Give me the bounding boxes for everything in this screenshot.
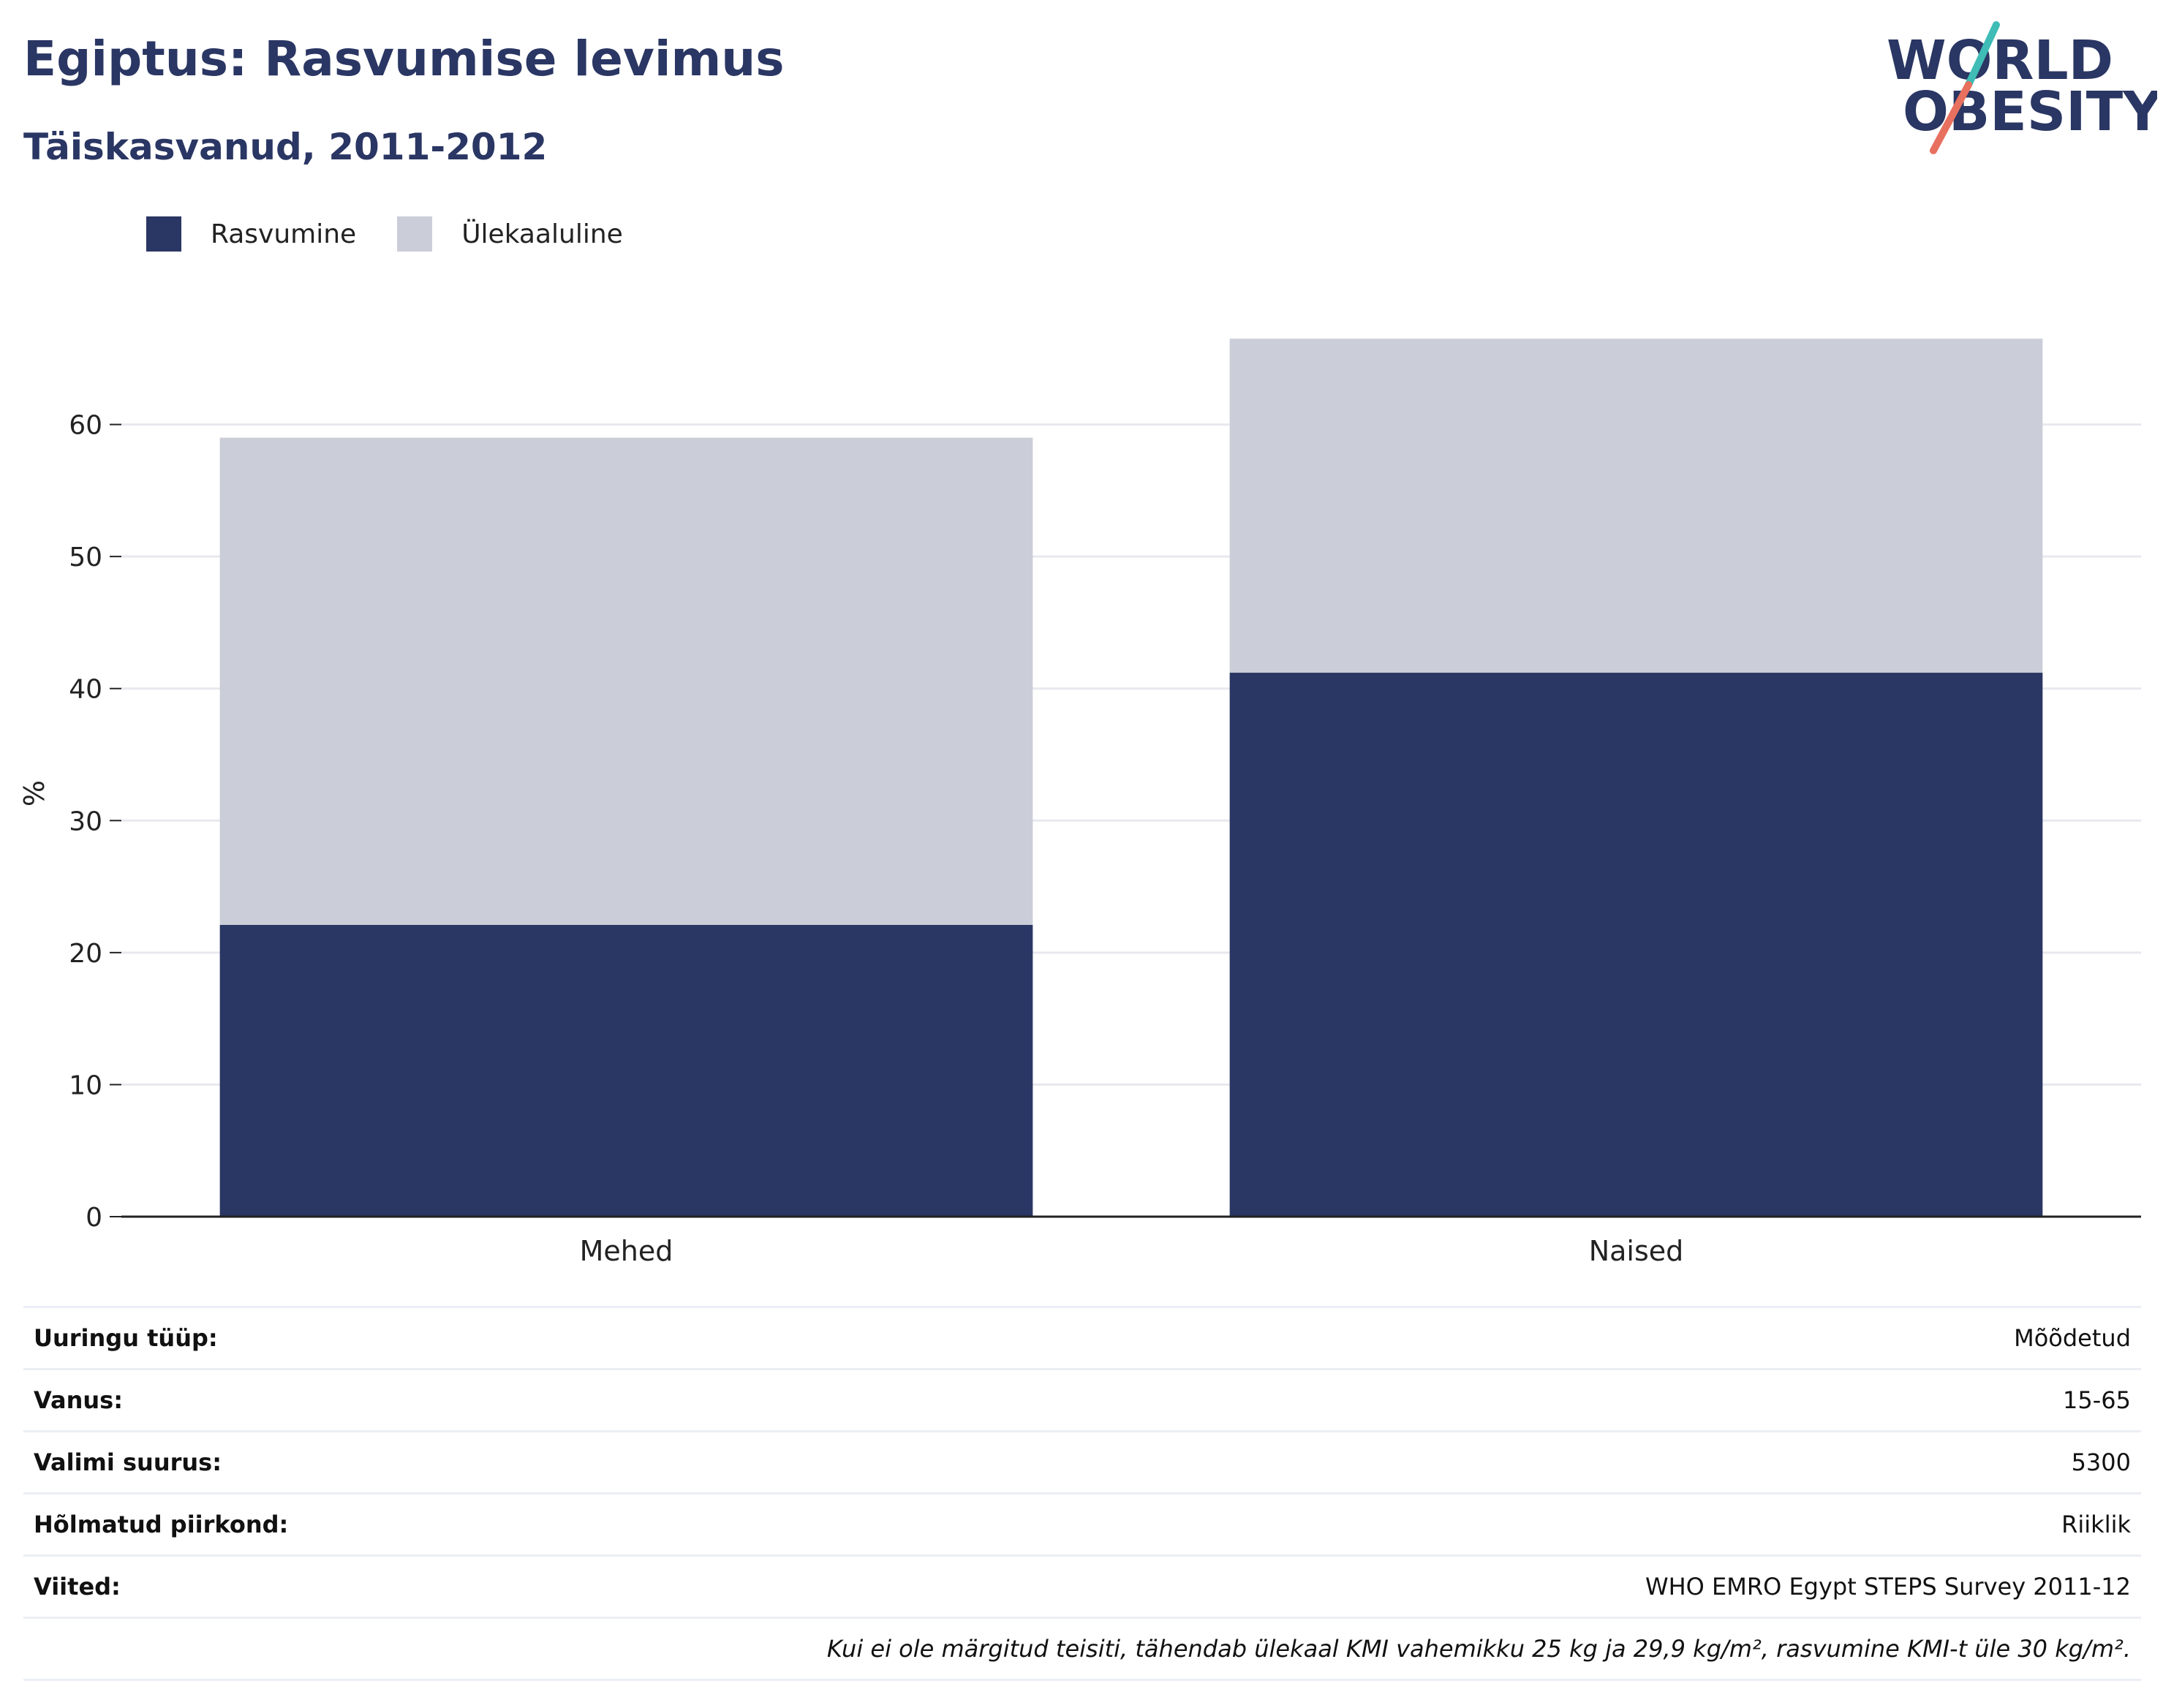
stacked-bar-chart: 0 10 20 30 40 50 60 Mehed Naised % xyxy=(18,339,2141,1267)
info-label: Vanus: xyxy=(23,1368,388,1432)
legend-item-rasvumine[interactable]: Rasvumine xyxy=(146,216,356,252)
info-value: 15-65 xyxy=(388,1368,2141,1432)
table-row: Valimi suurus: 5300 xyxy=(23,1430,2141,1494)
logo-slash-top xyxy=(1965,21,2000,88)
y-tick-label: 60 xyxy=(69,411,102,441)
table-row: Uuringu tüüp: Mõõdetud xyxy=(23,1306,2141,1369)
y-tick-label: 0 xyxy=(86,1203,102,1233)
bar-ulekaaluline-naised[interactable] xyxy=(1229,339,2043,673)
y-tick-label: 30 xyxy=(69,806,102,836)
info-value: WHO EMRO Egypt STEPS Survey 2011-12 xyxy=(388,1554,2141,1618)
world-obesity-logo: WORLD OBESITY xyxy=(1887,21,2157,154)
y-tick-label: 20 xyxy=(69,939,102,969)
legend-label-ulekaaluline: Ülekaaluline xyxy=(461,219,623,249)
bars xyxy=(219,339,2043,1217)
x-tick-label: Naised xyxy=(1589,1235,1684,1267)
x-tick-label: Mehed xyxy=(580,1235,673,1267)
legend-item-ulekaaluline[interactable]: Ülekaaluline xyxy=(397,216,623,252)
bar-ulekaaluline-mehed[interactable] xyxy=(219,437,1033,925)
axes: 0 10 20 30 40 50 60 Mehed Naised xyxy=(69,411,2141,1267)
chart-title: Egiptus: Rasvumise levimus xyxy=(23,31,785,87)
logo-slash-bottom xyxy=(1930,81,1972,154)
table-row: Hõlmatud piirkond: Riiklik xyxy=(23,1492,2141,1556)
table-row: Vanus: 15-65 xyxy=(23,1368,2141,1432)
info-value: Riiklik xyxy=(388,1492,2141,1556)
table-row: Viited: WHO EMRO Egypt STEPS Survey 2011… xyxy=(23,1554,2141,1618)
legend-swatch-rasvumine xyxy=(146,216,181,252)
y-tick-label: 50 xyxy=(69,543,102,573)
table-row: Kui ei ole märgitud teisiti, tähendab ül… xyxy=(23,1617,2141,1681)
survey-info-table: Uuringu tüüp: Mõõdetud Vanus: 15-65 Vali… xyxy=(23,1306,2141,1681)
bar-rasvumine-mehed[interactable] xyxy=(219,924,1033,1217)
info-label: Hõlmatud piirkond: xyxy=(23,1492,388,1556)
info-label: Viited: xyxy=(23,1554,388,1618)
info-label: Uuringu tüüp: xyxy=(23,1306,388,1369)
y-tick-label: 10 xyxy=(69,1070,102,1100)
info-value: 5300 xyxy=(388,1430,2141,1494)
definition-note: Kui ei ole märgitud teisiti, tähendab ül… xyxy=(388,1617,2141,1681)
logo-line-1: WORLD xyxy=(1887,29,2113,92)
legend: Rasvumine Ülekaaluline xyxy=(146,216,664,252)
info-label: Valimi suurus: xyxy=(23,1430,388,1494)
bar-rasvumine-naised[interactable] xyxy=(1229,673,2043,1217)
y-tick-label: 40 xyxy=(69,675,102,705)
info-value: Mõõdetud xyxy=(388,1306,2141,1369)
y-axis-label: % xyxy=(18,780,50,806)
chart-subtitle: Täiskasvanud, 2011-2012 xyxy=(23,126,548,168)
legend-swatch-ulekaaluline xyxy=(397,216,433,252)
legend-label-rasvumine: Rasvumine xyxy=(211,219,357,249)
